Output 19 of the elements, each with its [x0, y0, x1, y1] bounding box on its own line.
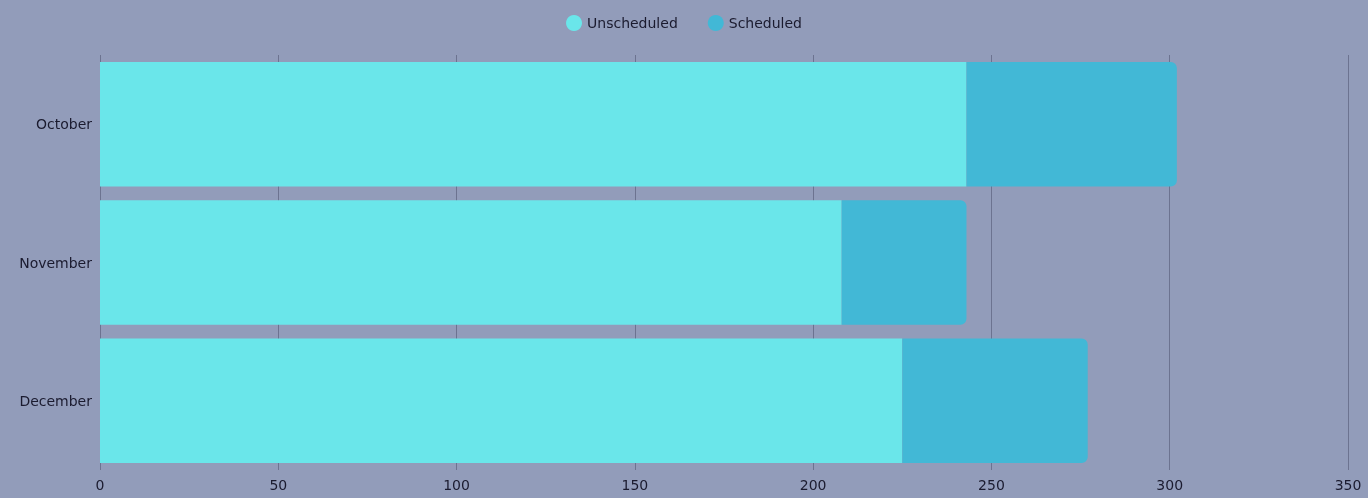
y-tick-label: October — [35, 116, 93, 133]
x-tick-label: 350 — [1334, 477, 1362, 493]
x-tick-label: 150 — [621, 477, 649, 493]
x-tick-label: 300 — [1156, 477, 1184, 493]
x-tick-label: 200 — [799, 477, 827, 493]
bar — [902, 338, 1088, 464]
x-tick-label: 50 — [269, 477, 288, 493]
legend-label: Unscheduled — [587, 15, 678, 31]
x-tick-label: 250 — [978, 477, 1005, 493]
legend-label: Scheduled — [728, 15, 802, 31]
y-tick-label: December — [19, 392, 93, 409]
x-tick-label: 0 — [95, 477, 105, 493]
bar — [100, 200, 842, 325]
x-tick-label: 100 — [443, 477, 470, 493]
bar — [100, 338, 903, 464]
bar — [100, 61, 967, 187]
y-tick-label: November — [19, 254, 93, 271]
bar — [966, 61, 1177, 187]
bar — [841, 200, 967, 325]
